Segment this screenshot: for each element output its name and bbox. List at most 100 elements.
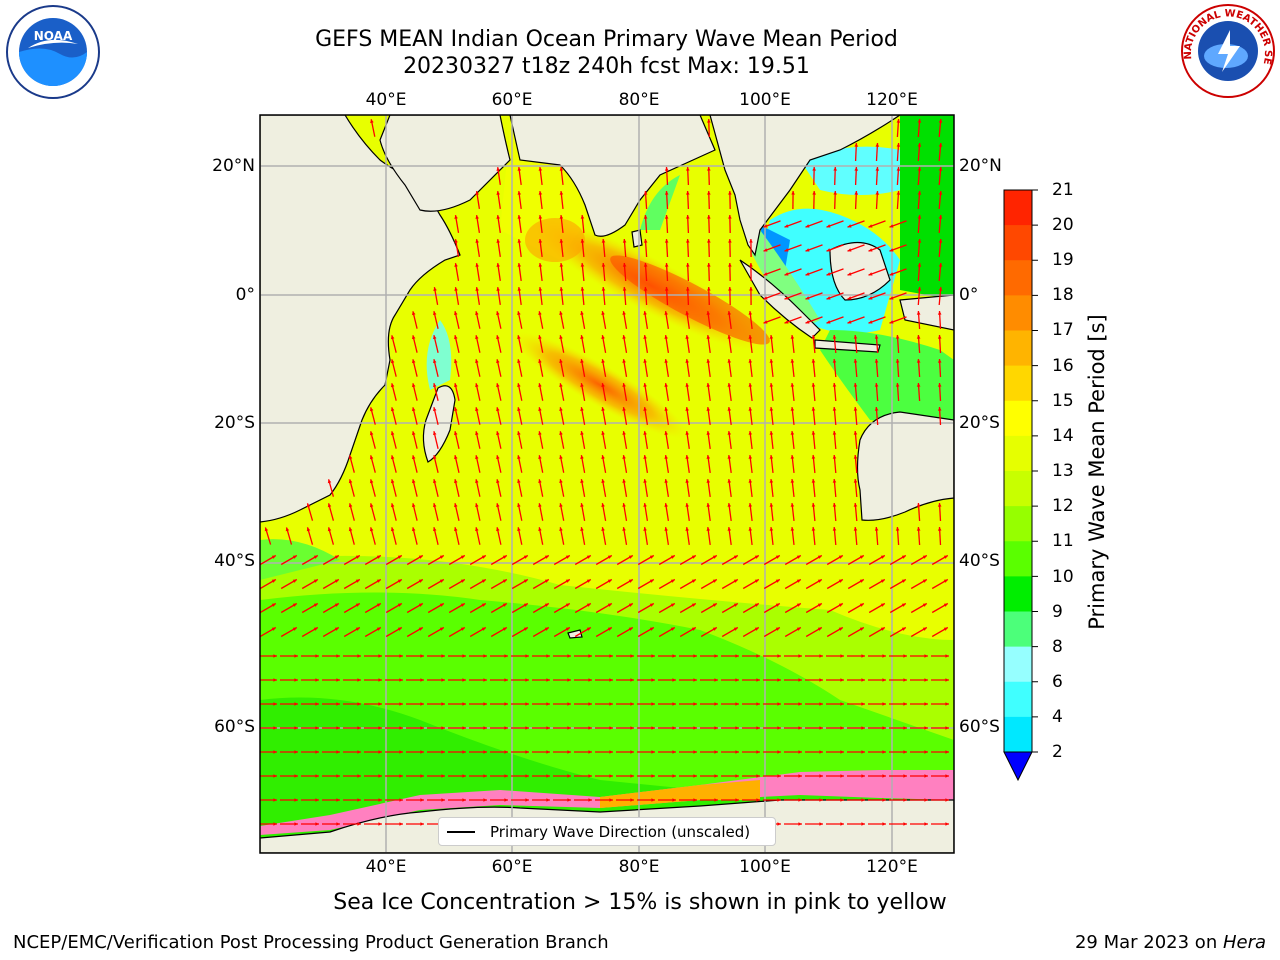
- wave-arrow-head: [847, 248, 852, 252]
- wave-arrow-head: [433, 431, 437, 436]
- wave-arrow-head: [496, 503, 500, 508]
- wave-arrow-head: [441, 798, 445, 802]
- wave-arrow-head: [411, 479, 416, 484]
- wave-arrow-head: [399, 726, 403, 730]
- wave-arrow-head: [496, 215, 500, 219]
- wave-arrow-head: [672, 678, 676, 682]
- wave-arrow-head: [853, 359, 858, 363]
- wave-arrow-head: [798, 822, 802, 826]
- wave-arrow-head: [924, 654, 928, 658]
- wave-arrow-head: [378, 702, 382, 706]
- wave-arrow-head: [622, 383, 626, 387]
- wave-arrow-head: [643, 287, 648, 291]
- wave-arrow-head: [861, 822, 865, 826]
- wave-arrow-head: [691, 555, 696, 559]
- wave-arrow-head: [630, 654, 634, 658]
- lat-label-right: 0°: [959, 285, 979, 305]
- wave-arrow-head: [390, 527, 395, 532]
- wave-arrow-head: [271, 579, 276, 583]
- wave-arrow-head: [811, 503, 816, 507]
- wave-arrow-head: [903, 822, 907, 826]
- wave-arrow-head: [749, 263, 753, 267]
- wave-arrow-head: [817, 555, 822, 559]
- wave-arrow-head: [399, 702, 403, 706]
- wave-arrow-head: [875, 167, 880, 171]
- wave-arrow-head: [882, 678, 886, 682]
- wave-arrow-head: [609, 654, 613, 658]
- lat-label-right: 40°S: [959, 551, 1000, 571]
- wave-arrow-head: [454, 407, 458, 412]
- wave-arrow-head: [390, 383, 395, 388]
- wave-arrow-head: [397, 579, 402, 583]
- wave-arrow-head: [622, 263, 627, 267]
- wave-arrow-head: [748, 311, 753, 315]
- wave-arrow-head: [763, 224, 768, 228]
- wave-arrow-head: [411, 359, 416, 364]
- wave-arrow-head: [370, 119, 374, 124]
- wave-arrow-head: [706, 383, 711, 387]
- wave-arrow-head: [517, 503, 521, 507]
- colorbar-band: [1004, 435, 1032, 472]
- wave-arrow-head: [664, 215, 669, 219]
- wave-arrow-head: [439, 603, 444, 607]
- wave-arrow-head: [917, 119, 922, 123]
- wave-arrow-head: [609, 702, 613, 706]
- wave-arrow-head: [376, 627, 381, 631]
- wave-arrow-head: [937, 383, 942, 387]
- wave-arrow-head: [938, 191, 943, 195]
- wave-arrow-head: [544, 627, 549, 631]
- wave-arrow-head: [588, 678, 592, 682]
- wave-arrow-head: [525, 750, 529, 754]
- footer-date: 29 Mar 2023 on: [1074, 932, 1223, 953]
- wave-arrow-head: [433, 503, 437, 508]
- wave-arrow-head: [798, 654, 802, 658]
- wave-arrow-head: [945, 774, 949, 778]
- wave-arrow-head: [748, 407, 753, 411]
- wave-arrow-head: [630, 726, 634, 730]
- wave-arrow-head: [559, 431, 563, 435]
- colorbar-band: [1004, 716, 1032, 753]
- wave-arrow-head: [357, 798, 361, 802]
- wave-arrow-head: [601, 455, 605, 459]
- wave-arrow-head: [454, 287, 458, 291]
- wave-arrow-head: [496, 335, 500, 340]
- wave-arrow-head: [896, 143, 901, 147]
- wave-arrow-head: [763, 320, 768, 324]
- wave-arrow-head: [411, 431, 416, 436]
- wave-arrow-head: [586, 603, 591, 607]
- wave-arrow-head: [390, 455, 395, 460]
- wave-arrow-head: [748, 503, 753, 507]
- wave-arrow-head: [938, 239, 943, 243]
- wave-arrow-head: [504, 798, 508, 802]
- wave-arrow-head: [917, 263, 922, 267]
- wave-arrow-head: [525, 774, 529, 778]
- wave-arrow-head: [756, 774, 760, 778]
- wave-arrow-head: [390, 407, 395, 412]
- wave-arrow-head: [315, 822, 319, 826]
- wave-arrow-head: [588, 654, 592, 658]
- wave-arrow-head: [294, 702, 298, 706]
- wave-arrow-head: [790, 455, 795, 459]
- wave-arrow-head: [357, 750, 361, 754]
- wave-arrow-head: [334, 579, 339, 583]
- wave-arrow-head: [875, 143, 880, 147]
- wave-arrow-head: [580, 311, 584, 315]
- wave-arrow-head: [525, 702, 529, 706]
- wave-arrow-head: [538, 383, 542, 387]
- wave-arrow-head: [580, 383, 584, 387]
- wave-arrow-head: [580, 335, 584, 339]
- wave-arrow-head: [546, 654, 550, 658]
- wave-arrow-head: [475, 191, 479, 195]
- wave-arrow-head: [691, 603, 696, 607]
- wave-arrow-head: [882, 774, 886, 778]
- wave-arrow-head: [336, 774, 340, 778]
- wave-arrow-head: [559, 455, 563, 459]
- wave-arrow-head: [399, 822, 403, 826]
- wave-arrow-head: [502, 603, 507, 607]
- wave-arrow-head: [327, 527, 332, 532]
- wave-arrow-head: [504, 678, 508, 682]
- wave-arrow-head: [903, 654, 907, 658]
- wave-arrow-head: [838, 555, 843, 559]
- wave-arrow-head: [749, 287, 753, 291]
- wave-arrow-head: [609, 678, 613, 682]
